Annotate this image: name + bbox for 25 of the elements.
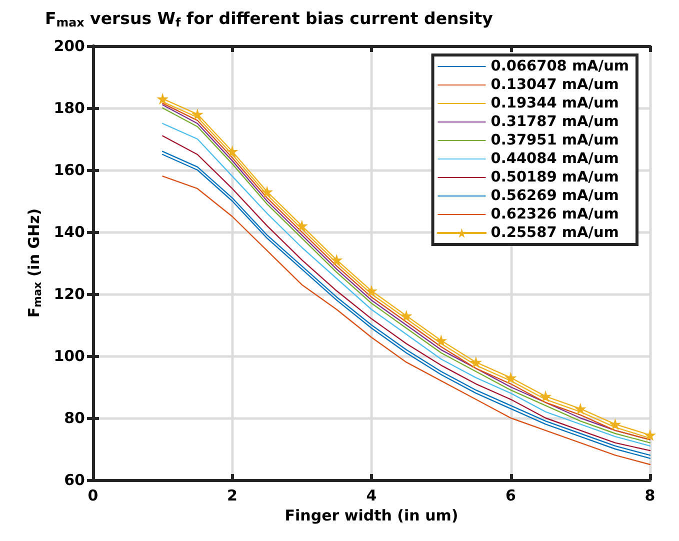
legend-label: 0.50189 mA/um <box>490 170 619 186</box>
y-tick-label: 80 <box>64 409 85 427</box>
y-tick-label: 200 <box>54 37 85 55</box>
y-tick-label: 140 <box>54 223 85 241</box>
legend-label: 0.37951 mA/um <box>490 132 619 148</box>
y-tick-label: 60 <box>64 471 85 489</box>
legend-label: 0.13047 mA/um <box>490 77 619 93</box>
y-tick-label: 160 <box>54 161 85 179</box>
legend-label: 0.62326 mA/um <box>490 206 619 222</box>
legend-label: 0.25587 mA/um <box>490 225 619 241</box>
x-tick-label: 4 <box>366 486 377 504</box>
legend-label: 0.066708 mA/um <box>490 58 630 74</box>
y-tick-label: 120 <box>54 285 85 303</box>
y-axis-title: Fmax (in GHz) <box>24 208 44 318</box>
legend-label: 0.44084 mA/um <box>490 151 619 167</box>
x-tick-label: 8 <box>644 486 656 504</box>
x-tick-label: 6 <box>506 486 516 504</box>
y-tick-label: 180 <box>54 99 85 117</box>
y-tick-label: 100 <box>54 347 85 365</box>
legend-label: 0.56269 mA/um <box>490 188 619 204</box>
x-tick-label: 2 <box>227 486 238 504</box>
x-axis-title: Finger width (in um) <box>284 506 458 524</box>
x-tick-label: 0 <box>88 486 98 504</box>
legend-label: 0.19344 mA/um <box>490 96 619 112</box>
legend-label: 0.31787 mA/um <box>490 114 619 130</box>
